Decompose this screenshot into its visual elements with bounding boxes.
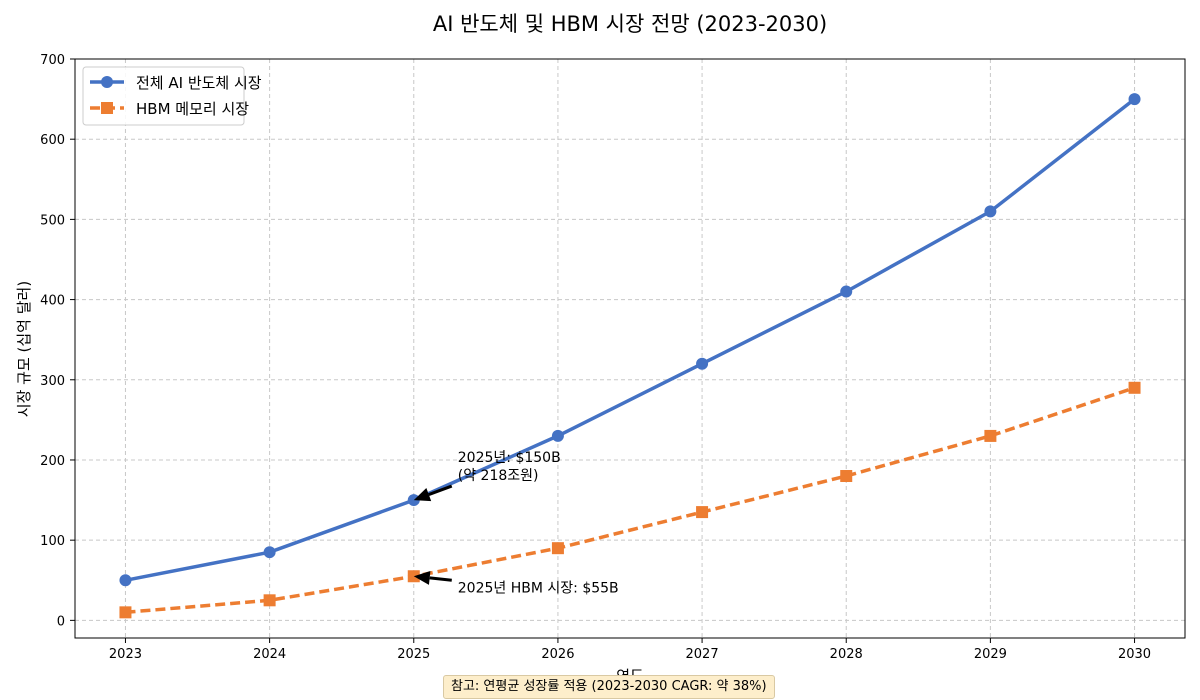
data-point [840,470,853,483]
y-tick-label: 700 [40,53,65,68]
y-tick-label: 600 [40,133,65,148]
data-point [551,542,564,555]
y-tick-label: 300 [40,374,65,389]
x-tick-label: 2030 [1118,647,1151,662]
legend-label-hbm: HBM 메모리 시장 [136,100,249,118]
annotation-arrow-head [413,487,432,502]
x-tick-label: 2023 [109,647,142,662]
legend-marker-ai [101,76,113,88]
data-point [984,429,997,442]
y-tick-label: 100 [40,534,65,549]
data-point [119,606,132,619]
grid [75,58,1185,638]
annotations: 2025년: $150B (약 218조원) 2025년 HBM 시장: $55B [413,450,619,596]
annotation-arrow-shaft [428,484,453,496]
legend-entry-hbm: HBM 메모리 시장 [90,100,249,118]
annotation-arrow-head [413,570,431,585]
annotation-text: 2025년 HBM 시장: $55B [458,580,619,596]
data-point [551,429,564,442]
y-tick-label: 200 [40,454,65,469]
data-point [119,574,132,587]
x-axis: 2023 2024 2025 2026 2027 2028 2029 2030 [109,638,1151,662]
plot-frame [74,58,1186,639]
series-2 [119,381,1141,619]
data-point [696,506,709,519]
annotation-arrow-shaft [429,576,452,582]
x-tick-label: 2024 [253,647,286,662]
footnote: 참고: 연평균 성장률 적용 (2023-2030 CAGR: 약 38%) [443,675,775,699]
legend-label-ai: 전체 AI 반도체 시장 [136,74,262,92]
annotation-2: 2025년 HBM 시장: $55B [413,570,619,596]
legend: 전체 AI 반도체 시장 HBM 메모리 시장 [82,66,262,126]
annotation-1: 2025년: $150B (약 218조원) [413,450,561,502]
x-tick-label: 2025 [397,647,430,662]
series-line [125,97,1136,583]
y-axis: 0 100 200 300 400 500 600 700 [40,53,75,629]
data-point [263,546,276,559]
x-tick-label: 2027 [686,647,719,662]
legend-entry-ai: 전체 AI 반도체 시장 [90,74,262,92]
y-tick-label: 400 [40,294,65,309]
data-point [840,285,853,298]
y-axis-label: 시장 규모 (십억 달러) [15,281,33,417]
legend-marker-hbm [101,102,113,114]
x-tick-label: 2029 [974,647,1007,662]
y-tick-label: 500 [40,213,65,228]
annotation-text: (약 218조원) [458,468,539,484]
chart-title: AI 반도체 및 HBM 시장 전망 (2023-2030) [433,12,827,36]
series-layer [119,93,1141,619]
series-line [125,386,1136,615]
data-point [1128,381,1141,394]
data-point [263,594,276,607]
data-point [984,205,997,218]
annotation-text: 2025년: $150B [458,450,561,466]
data-point [1128,93,1141,106]
x-tick-label: 2026 [541,647,574,662]
y-tick-label: 0 [57,614,65,629]
data-point [696,357,709,370]
series-1 [119,93,1141,587]
x-tick-label: 2028 [830,647,863,662]
